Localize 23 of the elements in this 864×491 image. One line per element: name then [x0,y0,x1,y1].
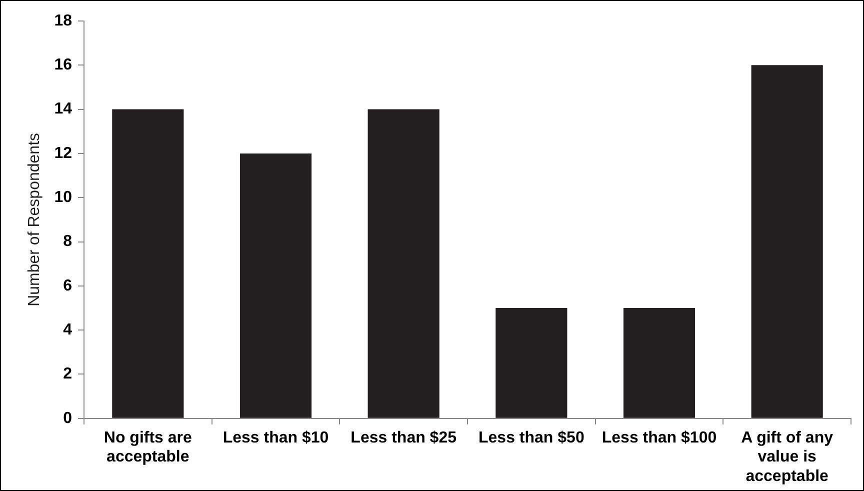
y-tick-label: 0 [63,410,72,427]
x-tick-label: No gifts are acceptable [104,429,192,466]
y-tick-label: 4 [63,321,72,338]
x-tick-label: Less than $25 [350,429,457,446]
bar [240,153,312,418]
y-tick-label: 12 [54,144,72,162]
y-tick-label: 10 [54,189,72,206]
y-tick-label: 2 [63,366,72,383]
bar [112,109,184,418]
bar [751,65,823,418]
x-tick-label: A gift of any value is acceptable [741,429,834,485]
y-tick-label: 18 [54,12,72,30]
y-tick-label: 8 [63,233,72,250]
y-tick-label: 14 [54,100,72,118]
x-tick-label: Less than $10 [222,429,329,446]
y-tick-label: 6 [63,277,72,294]
bar [368,109,440,418]
x-tick-label: Less than $100 [602,429,717,446]
y-axis-title: Number of Respondents [26,132,44,306]
y-tick-label: 16 [54,56,72,74]
x-tick-label: Less than $50 [478,429,584,446]
bar [623,308,696,418]
bar [496,308,568,418]
